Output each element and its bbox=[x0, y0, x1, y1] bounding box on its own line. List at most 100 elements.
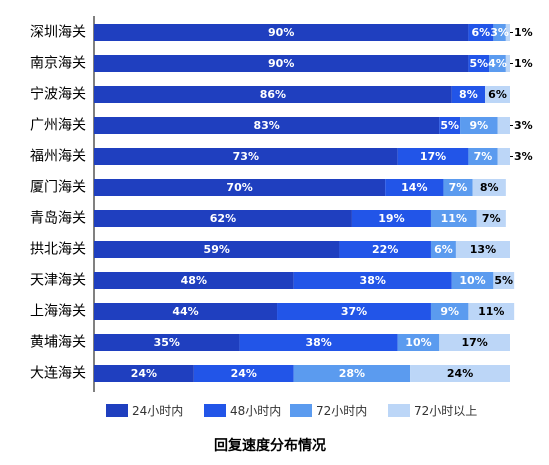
category-label: 黄埔海关 bbox=[30, 334, 86, 351]
data-label: 24% bbox=[131, 367, 157, 380]
bar-segment bbox=[468, 55, 490, 72]
data-label: 6% bbox=[488, 88, 507, 101]
data-label: 13% bbox=[470, 243, 496, 256]
bar-segment bbox=[94, 117, 440, 134]
axis-layer: 深圳海关南京海关宁波海关广州海关福州海关厦门海关青岛海关拱北海关天津海关上海海关… bbox=[30, 16, 95, 392]
bar-segment bbox=[94, 55, 469, 72]
bar-segment bbox=[497, 117, 510, 134]
bar-segment bbox=[94, 303, 278, 320]
category-label: 广州海关 bbox=[30, 118, 86, 134]
data-label: 19% bbox=[378, 212, 404, 225]
data-label: 5% bbox=[440, 119, 459, 132]
data-label: 10% bbox=[405, 336, 431, 349]
data-label: 37% bbox=[341, 305, 367, 318]
bar-segment bbox=[472, 179, 506, 196]
bar-segment bbox=[277, 303, 431, 320]
legend-label: 72小时以上 bbox=[414, 404, 477, 418]
bars-layer bbox=[94, 24, 515, 382]
bar-segment bbox=[94, 210, 352, 227]
bar-segment bbox=[468, 148, 498, 165]
bar-segment bbox=[489, 55, 506, 72]
data-label: 9% bbox=[469, 119, 488, 132]
bar-segment bbox=[94, 334, 240, 351]
bar-segment bbox=[410, 365, 510, 382]
bar-segment bbox=[293, 272, 452, 289]
legend-label: 48小时内 bbox=[230, 404, 281, 418]
bar-segment bbox=[468, 303, 515, 320]
data-label: 38% bbox=[305, 336, 331, 349]
bar-segment bbox=[497, 148, 510, 165]
data-label: 17% bbox=[461, 336, 487, 349]
data-label: 8% bbox=[480, 181, 499, 194]
bar-segment bbox=[94, 179, 386, 196]
data-label: 5% bbox=[494, 274, 513, 287]
bar-segment bbox=[397, 148, 469, 165]
data-label: 62% bbox=[210, 212, 236, 225]
bar-segment bbox=[451, 86, 486, 103]
data-label: 17% bbox=[420, 150, 446, 163]
bar-segment bbox=[94, 241, 340, 258]
data-label: 7% bbox=[482, 212, 501, 225]
data-label: 6% bbox=[434, 243, 453, 256]
data-label: 28% bbox=[339, 367, 365, 380]
legend-swatch bbox=[388, 404, 410, 417]
legend: 24小时内 48小时内 72小时内 72小时以上 bbox=[106, 404, 477, 418]
legend-swatch bbox=[204, 404, 226, 417]
data-label: 11% bbox=[478, 305, 504, 318]
bar-segment bbox=[430, 210, 477, 227]
bar-segment bbox=[339, 241, 431, 258]
chart-title: 回复速度分布情况 bbox=[214, 437, 326, 454]
bar-segment bbox=[443, 179, 473, 196]
data-label: 1% bbox=[514, 26, 533, 39]
legend-swatch bbox=[290, 404, 312, 417]
data-label: 8% bbox=[459, 88, 478, 101]
bar-segment bbox=[351, 210, 431, 227]
bar-segment bbox=[468, 24, 494, 41]
bar-segment bbox=[94, 24, 469, 41]
data-label: 24% bbox=[447, 367, 473, 380]
data-label: 48% bbox=[181, 274, 207, 287]
category-label: 大连海关 bbox=[30, 366, 86, 382]
bar-segment bbox=[493, 272, 515, 289]
data-label: 6% bbox=[472, 26, 491, 39]
data-label: 35% bbox=[154, 336, 180, 349]
data-label: 44% bbox=[172, 305, 198, 318]
bar-segment bbox=[451, 272, 494, 289]
category-label: 福州海关 bbox=[30, 149, 86, 165]
data-label: 7% bbox=[474, 150, 493, 163]
data-label: 90% bbox=[268, 26, 294, 39]
bar-segment bbox=[485, 86, 510, 103]
data-label: 83% bbox=[253, 119, 279, 132]
legend-label: 24小时内 bbox=[132, 404, 183, 418]
bar-segment bbox=[293, 365, 411, 382]
labels-layer: 90% 6% 3% 1%90% 5% 4% 1%86% 8% 6%83% 5% 9% 3%73% 17%… bbox=[131, 26, 533, 380]
bar-segment bbox=[476, 210, 506, 227]
category-label: 上海海关 bbox=[30, 304, 86, 320]
category-label: 天津海关 bbox=[30, 273, 86, 289]
bar-segment bbox=[460, 117, 498, 134]
bar-segment bbox=[505, 55, 510, 72]
data-label: 5% bbox=[469, 57, 488, 70]
bar-segment bbox=[439, 117, 461, 134]
data-label: 73% bbox=[233, 150, 259, 163]
bar-segment bbox=[94, 86, 452, 103]
data-label: 38% bbox=[360, 274, 386, 287]
data-label: 9% bbox=[440, 305, 459, 318]
bar-segment bbox=[455, 241, 510, 258]
data-label: 70% bbox=[226, 181, 252, 194]
bar-segment bbox=[94, 148, 398, 165]
data-label: 4% bbox=[488, 57, 507, 70]
data-label: 10% bbox=[459, 274, 485, 287]
data-label: 86% bbox=[260, 88, 286, 101]
bar-segment bbox=[493, 24, 506, 41]
bar-segment bbox=[94, 272, 294, 289]
bar-segment bbox=[439, 334, 510, 351]
bar-segment bbox=[397, 334, 440, 351]
category-label: 深圳海关 bbox=[30, 25, 86, 41]
data-label: 59% bbox=[204, 243, 230, 256]
data-label: 24% bbox=[231, 367, 257, 380]
bar-segment bbox=[193, 365, 294, 382]
data-label: 14% bbox=[401, 181, 427, 194]
bar-segment bbox=[505, 24, 510, 41]
data-label: 3% bbox=[514, 119, 533, 132]
